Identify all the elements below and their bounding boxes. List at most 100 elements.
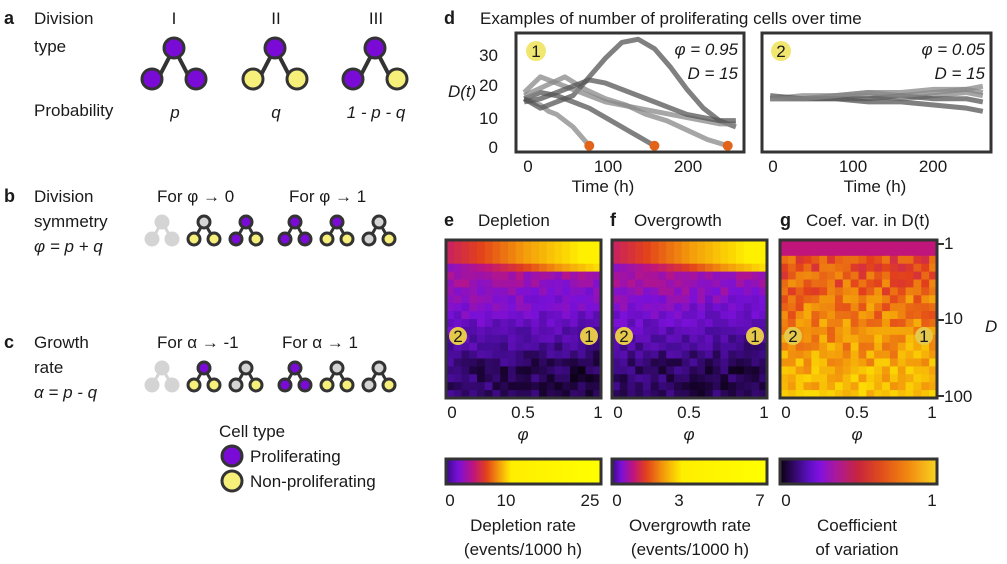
e-heatmap-cell — [577, 342, 586, 351]
g-heatmap-cell — [780, 366, 789, 375]
f-heatmap-cell — [759, 311, 768, 320]
f-heatmap-cell — [759, 240, 768, 249]
f-heatmap-cell — [666, 255, 675, 265]
e-heatmap-cell — [453, 271, 462, 280]
f-heatmap-cell — [612, 382, 621, 391]
g-heatmap-cell — [842, 319, 852, 328]
f-heatmap-cell — [689, 390, 698, 399]
f-heatmap-cell — [635, 366, 644, 375]
g-heatmap-cell — [819, 326, 828, 336]
g-heatmap-cell — [929, 334, 938, 344]
e-heatmap-cell — [461, 390, 470, 399]
g-heatmap-cell — [874, 303, 883, 312]
f-heatmap-cell — [743, 390, 752, 399]
g-heatmap-cell — [889, 255, 899, 265]
f-heatmap-cell — [697, 342, 706, 351]
f-heatmap-cell — [666, 319, 675, 328]
e-marker-1-label: 1 — [584, 327, 593, 346]
f-heatmap-cell — [635, 263, 644, 272]
f-cb-tick-7: 7 — [755, 491, 764, 510]
e-heatmap-cell — [453, 287, 462, 296]
e-heatmap-cell — [562, 334, 571, 344]
e-heatmap-cell — [446, 326, 455, 336]
g-heatmap-cell — [780, 390, 789, 399]
f-heatmap-cell — [666, 303, 675, 312]
g-heatmap-cell — [803, 374, 812, 383]
g-heatmap-cell — [858, 358, 867, 367]
e-heatmap-cell — [554, 279, 563, 288]
e-heatmap-cell — [546, 319, 555, 328]
f-heatmap-cell — [751, 263, 760, 272]
f-heatmap-cells — [612, 240, 768, 399]
f-heatmap-cell — [650, 319, 659, 328]
growth-icons — [144, 360, 397, 393]
phi-one-heading: For φ → 1 — [289, 187, 366, 206]
f-heatmap-cell — [681, 374, 690, 383]
f-heatmap-cell — [728, 382, 737, 391]
panel-f: f Overgrowth 2 1 0 0.5 1 φ 0 3 7 Overgro… — [610, 210, 769, 559]
e-heatmap-cell — [562, 342, 571, 351]
e-heatmap-cell — [546, 334, 555, 344]
g-ytick-1: 1 — [944, 234, 953, 253]
e-heatmap-cell — [453, 342, 462, 351]
panel-g: g Coef. var. in D(t) 2 1 1 10 100 D 0 0.… — [778, 210, 997, 559]
g-heatmap-cell — [921, 271, 930, 280]
e-heatmap-cell — [523, 350, 532, 359]
d2-D: D = 15 — [934, 64, 985, 83]
f-heatmap-cell — [728, 326, 737, 336]
g-heatmap-cell — [866, 358, 875, 367]
g-heatmap-cell — [882, 255, 891, 265]
f-heatmap-cell — [650, 390, 659, 399]
f-heatmap-cell — [697, 311, 706, 320]
d2-xtick-100: 100 — [839, 157, 867, 176]
g-heatmap-cell — [787, 374, 797, 383]
e-heatmap-cell — [500, 350, 509, 359]
f-heatmap-cell — [681, 382, 690, 391]
e-heatmap-cell — [554, 374, 563, 383]
e-heatmap-cell — [585, 247, 594, 257]
f-heatmap-cell — [666, 295, 675, 304]
e-heatmap-cell — [515, 303, 524, 312]
e-cb-label-2: (events/1000 h) — [464, 540, 582, 559]
e-heatmap-cell — [554, 295, 563, 304]
g-heatmap-cell — [819, 263, 828, 272]
e-heatmap-cell — [570, 263, 579, 272]
e-heatmap-cell — [484, 271, 493, 280]
prob-1-p-q: 1 - p - q — [347, 103, 406, 122]
f-heatmap-cell — [619, 247, 628, 257]
f-heatmap-cell — [720, 334, 729, 344]
e-heatmap-cell — [539, 311, 548, 320]
f-heatmap-cell — [627, 358, 636, 367]
panel-letter-d: d — [444, 8, 455, 28]
f-heatmap-cell — [751, 366, 760, 375]
g-heatmap-cell — [850, 366, 859, 375]
e-heatmap-cell — [585, 342, 594, 351]
g-heatmap-cell — [780, 247, 789, 257]
e-heatmap-cell — [531, 382, 540, 391]
e-heatmap-cell — [539, 326, 548, 336]
f-heatmap-cell — [705, 279, 714, 288]
type-II-label: II — [271, 9, 280, 28]
f-heatmap-cell — [674, 295, 683, 304]
e-heatmap-cell — [531, 319, 540, 328]
d1-series — [522, 36, 737, 149]
e-heatmap-cell — [500, 263, 509, 272]
e-heatmap-cell — [492, 287, 501, 296]
f-heatmap-cell — [658, 303, 667, 312]
f-heatmap-cell — [736, 303, 745, 312]
e-heatmap-cell — [539, 374, 548, 383]
f-heatmap-cell — [627, 390, 636, 399]
e-heatmap-cell — [577, 350, 586, 359]
e-heatmap-cell — [562, 350, 571, 359]
e-heatmap-cell — [469, 366, 478, 375]
e-heatmap-cell — [585, 311, 594, 320]
e-heatmap-cell — [461, 382, 470, 391]
panel-letter-f: f — [610, 210, 617, 230]
g-heatmap-cell — [780, 287, 789, 296]
g-heatmap-cell — [803, 319, 812, 328]
g-heatmap-cell — [858, 350, 867, 359]
f-heatmap-cell — [619, 279, 628, 288]
g-heatmap-cell — [834, 255, 844, 265]
g-heatmap-cell — [827, 295, 836, 304]
f-heatmap-cell — [751, 303, 760, 312]
